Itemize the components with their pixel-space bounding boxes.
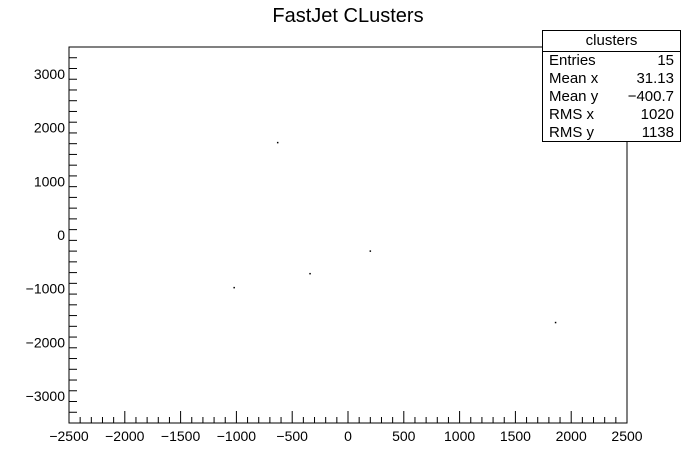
data-point <box>309 272 311 275</box>
stats-box: clusters Entries 15 Mean x 31.13 Mean y … <box>542 30 681 142</box>
y-tick-label: 3000 <box>34 66 65 82</box>
stats-label: RMS x <box>549 106 594 123</box>
stats-value: 1020 <box>640 106 674 123</box>
stats-row-mean-x: Mean x 31.13 <box>543 70 680 88</box>
y-tick-label: −1000 <box>26 281 66 297</box>
x-tick-label: −1500 <box>161 428 201 444</box>
x-tick-label: −2500 <box>49 428 89 444</box>
data-point <box>276 141 279 144</box>
x-tick-label: 1000 <box>444 428 475 444</box>
x-tick-label: −2000 <box>105 428 145 444</box>
x-tick-label: −1000 <box>217 428 257 444</box>
data-point <box>233 286 235 289</box>
stats-value: 15 <box>657 52 674 69</box>
chart-title: FastJet CLusters <box>272 5 424 27</box>
stats-title: clusters <box>543 31 680 52</box>
data-point <box>554 321 557 324</box>
x-tick-label: 2000 <box>556 428 587 444</box>
y-tick-label: −3000 <box>26 388 66 404</box>
stats-label: RMS y <box>549 124 594 141</box>
x-tick-label: 2500 <box>611 428 642 444</box>
stats-value: 1138 <box>641 124 674 141</box>
y-tick-label: −2000 <box>26 334 66 350</box>
stats-label: Mean x <box>549 70 599 87</box>
y-tick-label: 0 <box>57 227 65 243</box>
stats-value: 31.13 <box>636 70 674 87</box>
data-point <box>369 250 372 252</box>
stats-value: −400.7 <box>627 88 674 105</box>
y-tick-label: 1000 <box>34 173 65 189</box>
x-tick-label: 500 <box>392 428 416 444</box>
x-tick-label: 1500 <box>500 428 531 444</box>
stats-row-mean-y: Mean y −400.7 <box>543 88 680 106</box>
y-tick-label: 2000 <box>34 120 65 136</box>
stats-row-entries: Entries 15 <box>543 52 680 70</box>
stats-label: Entries <box>549 52 596 69</box>
x-tick-label: 0 <box>344 428 352 444</box>
stats-row-rms-x: RMS x 1020 <box>543 106 680 124</box>
stats-label: Mean y <box>549 88 599 105</box>
stats-row-rms-y: RMS y 1138 <box>543 124 680 142</box>
x-tick-label: −500 <box>276 428 308 444</box>
